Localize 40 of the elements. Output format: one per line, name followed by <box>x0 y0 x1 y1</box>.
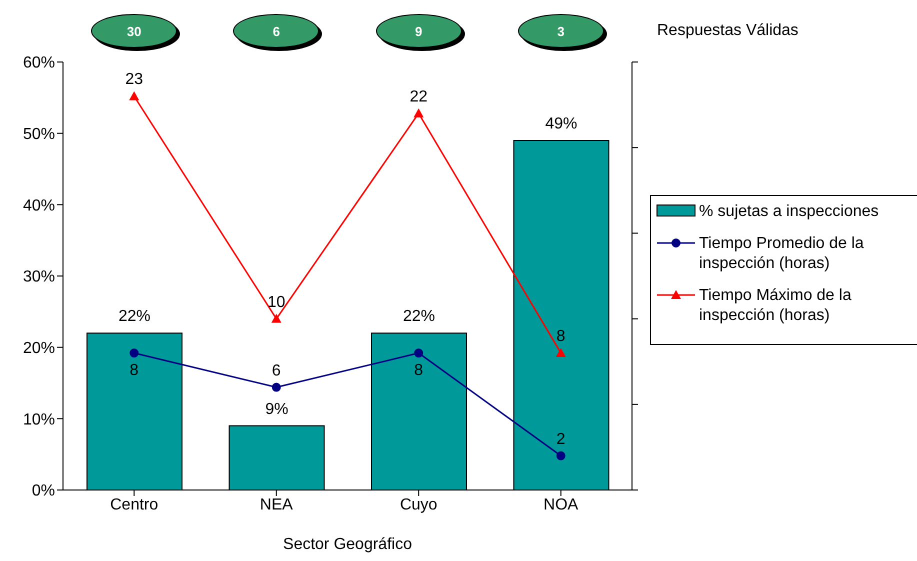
point <box>414 108 424 118</box>
legend-label: Tiempo Máximo de la inspección (horas) <box>699 286 852 326</box>
oval-badge: 3 <box>518 14 604 48</box>
x-tick-label: NOA <box>544 496 579 514</box>
data-label: 2 <box>556 430 566 448</box>
point <box>272 382 281 392</box>
point <box>129 91 140 100</box>
point <box>414 348 424 358</box>
data-label: 6 <box>272 362 281 380</box>
point <box>556 348 566 358</box>
oval-badge: 30 <box>91 14 178 48</box>
y-tick-label: 50% <box>22 126 55 144</box>
data-label: 22% <box>118 308 151 326</box>
data-label: 22% <box>402 308 436 326</box>
data-label: 9% <box>265 400 288 418</box>
data-label: 10 <box>267 294 286 311</box>
x-tick-label: NEA <box>260 496 294 514</box>
data-label: 22 <box>410 88 428 106</box>
text: Respuestas Válidas <box>657 22 798 40</box>
data-label: 8 <box>414 362 424 380</box>
y-tick-label: 0% <box>32 482 55 500</box>
legend-label: Tiempo Promedio de la inspección (horas) <box>699 234 865 274</box>
data-label: 8 <box>556 328 566 346</box>
x-tick-label: Centro <box>110 496 158 514</box>
point <box>130 348 139 358</box>
x-axis-title: Sector Geográfico <box>283 536 412 553</box>
point <box>556 451 566 460</box>
x-tick-label: Cuyo <box>400 496 438 514</box>
y-tick-label: 20% <box>22 340 55 358</box>
point <box>271 314 282 323</box>
y-tick-label: 60% <box>22 54 55 72</box>
y-tick-label: 40% <box>22 197 55 214</box>
oval-badge: 6 <box>233 14 320 48</box>
oval-badge: 9 <box>376 14 462 48</box>
data-label: 23 <box>125 71 144 88</box>
y-tick-label: 10% <box>22 411 55 428</box>
data-label: 8 <box>130 362 139 380</box>
data-label: 49% <box>545 115 578 132</box>
y-tick-label: 30% <box>22 268 55 286</box>
legend-label: % sujetas a inspecciones <box>699 202 879 222</box>
